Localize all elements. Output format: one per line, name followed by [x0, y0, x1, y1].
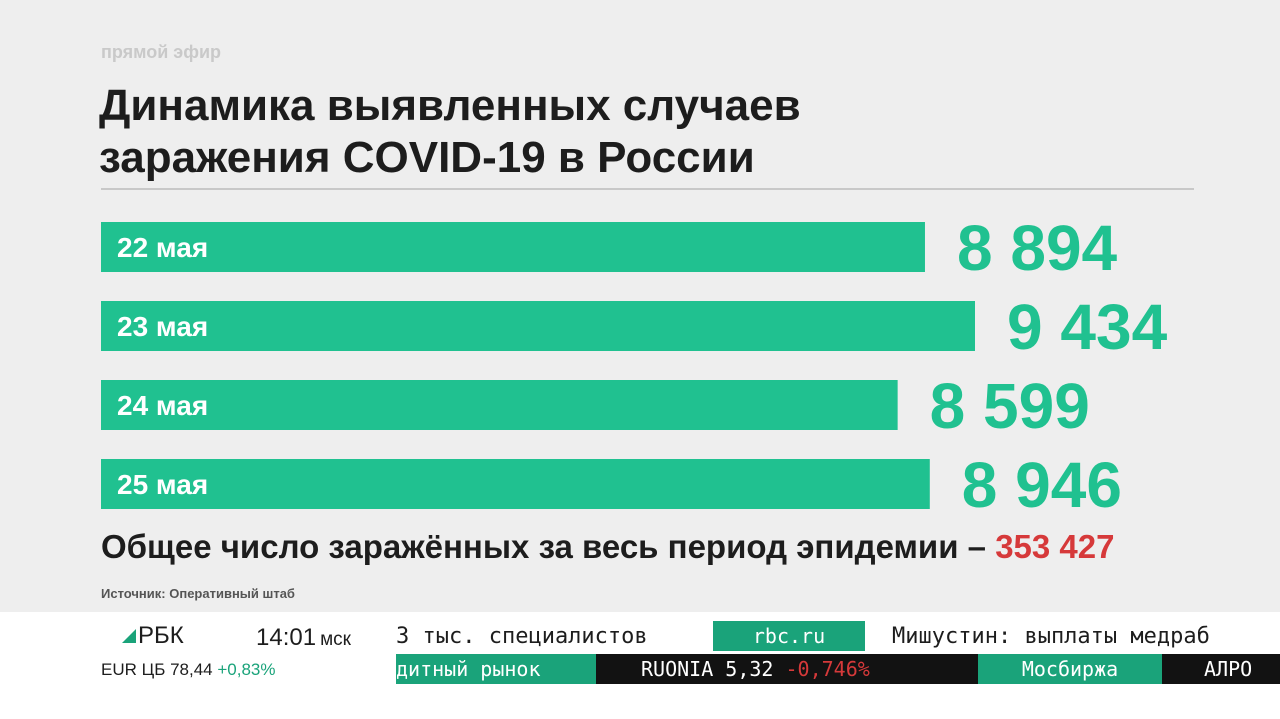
market-segment-left: дитный рынок — [396, 654, 596, 684]
site-badge: rbc.ru — [713, 621, 865, 651]
bar-category-label: 25 мая — [117, 469, 208, 500]
bar-value-label: 8 894 — [957, 212, 1118, 284]
news-ticker: РБК 14:01 мск 3 тыс. специалистов rbc.ru … — [0, 612, 1280, 719]
eur-rate: EUR ЦБ 78,44 +0,83% — [101, 660, 276, 680]
bar-value-label: 8 946 — [962, 449, 1122, 521]
clock: 14:01 мск — [256, 624, 351, 652]
market-left-text: дитный рынок — [396, 657, 541, 681]
ruonia-label: RUONIA — [641, 657, 714, 681]
market-right-text: АЛРО — [1204, 657, 1253, 681]
title-line-2: заражения COVID-19 в России — [99, 133, 755, 182]
ruonia-change: -0,746% — [785, 657, 870, 681]
exchange-segment: Мосбиржа — [978, 654, 1162, 684]
eur-value: 78,44 — [170, 660, 213, 679]
ruonia-value: 5,32 — [725, 657, 774, 681]
title-divider — [101, 188, 1194, 190]
market-strip: дитный рынок RUONIA 5,32 -0,746% Мосбирж… — [396, 654, 1280, 684]
total-value: 353 427 — [995, 528, 1115, 565]
bar-chart: 22 мая 8 894 23 мая 9 434 24 мая 8 599 25 мая 8… — [101, 212, 1168, 521]
bar-1 — [101, 222, 925, 272]
market-right-segment: АЛРО — [1204, 654, 1252, 684]
exchange-label: Мосбиржа — [1021, 657, 1119, 681]
rbc-logo: РБК — [122, 622, 184, 650]
total-label: Общее число заражённых за весь период эп… — [101, 528, 987, 565]
bar-value-label: 9 434 — [1007, 291, 1168, 363]
bar-category-label: 24 мая — [117, 390, 208, 421]
total-cases: Общее число заражённых за весь период эп… — [101, 528, 1115, 566]
page-title: Динамика выявленных случаев заражения CO… — [99, 80, 801, 184]
bar-value-label: 8 599 — [930, 370, 1090, 442]
bar-3 — [101, 380, 898, 430]
source-note: Источник: Оперативный штаб — [101, 586, 295, 601]
ticker-headline-right: Мишустин: выплаты медраб — [892, 624, 1210, 649]
bar-category-label: 22 мая — [117, 232, 208, 263]
ruonia-segment: RUONIA 5,32 -0,746% — [641, 654, 870, 684]
eur-label: EUR ЦБ — [101, 660, 166, 679]
title-line-1: Динамика выявленных случаев — [99, 81, 801, 130]
live-label: прямой эфир — [101, 42, 222, 62]
bar-category-label: 23 мая — [117, 311, 208, 342]
bar-4 — [101, 459, 930, 509]
clock-time: 14:01 — [256, 624, 317, 651]
rbc-logo-icon — [122, 629, 136, 643]
ticker-headline-left: 3 тыс. специалистов — [396, 624, 648, 649]
eur-change: +0,83% — [217, 660, 276, 679]
clock-timezone: мск — [320, 629, 351, 650]
bar-2 — [101, 301, 975, 351]
logo-text: РБК — [138, 622, 184, 649]
